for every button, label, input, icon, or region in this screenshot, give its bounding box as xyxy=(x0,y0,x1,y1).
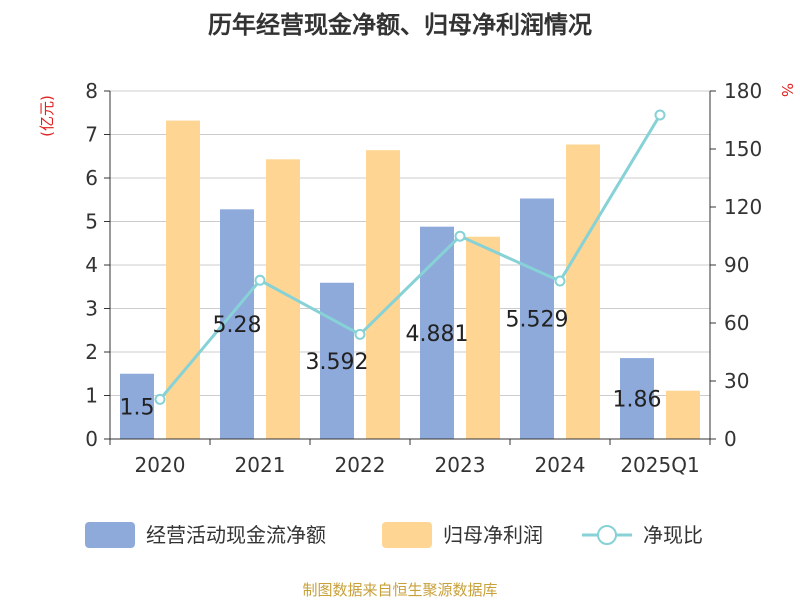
ratio-point[interactable] xyxy=(254,274,266,286)
x-axis-tick-label: 2025Q1 xyxy=(620,453,699,477)
legend-label-ratio: 净现比 xyxy=(643,523,703,547)
right-axis-tick-label: 150 xyxy=(724,137,762,161)
legend-item-ratio[interactable]: 净现比 xyxy=(582,523,703,547)
axes: 0 1 2 3 4 5 6 7 8 0 30 60 90 120 150 180 2020 2021 2022 202… xyxy=(85,79,762,477)
cash-flow-bar[interactable] xyxy=(520,198,554,439)
right-axis-tick-label: 90 xyxy=(724,253,749,277)
right-axis-tick-label: 60 xyxy=(724,311,749,335)
ratio-line-series xyxy=(154,109,666,405)
cash-flow-data-label: 1.86 xyxy=(613,388,662,413)
bar-data-labels: 1.5 5.28 3.592 4.881 5.529 1.86 xyxy=(120,308,662,421)
left-axis-tick-label: 7 xyxy=(85,123,98,147)
net-profit-bar[interactable] xyxy=(666,390,700,439)
legend-item-cash-flow[interactable]: 经营活动现金流净额 xyxy=(85,522,326,548)
cash-flow-bar[interactable] xyxy=(420,226,454,439)
right-axis-tick-label: 180 xyxy=(724,79,762,103)
left-axis-tick-label: 6 xyxy=(85,166,98,190)
cash-flow-bar[interactable] xyxy=(320,282,354,439)
ratio-point[interactable] xyxy=(654,109,666,121)
net-profit-bar[interactable] xyxy=(366,150,400,439)
x-axis-tick-label: 2024 xyxy=(535,453,586,477)
net-profit-bar[interactable] xyxy=(166,120,200,439)
x-axis-tick-label: 2020 xyxy=(135,453,186,477)
right-axis-tick-label: 0 xyxy=(724,427,737,451)
ratio-point[interactable] xyxy=(454,230,466,242)
cash-flow-bar[interactable] xyxy=(120,373,154,439)
cash-flow-data-label: 5.529 xyxy=(506,308,569,333)
left-axis-tick-label: 2 xyxy=(85,340,98,364)
legend-label-net-profit: 归母净利润 xyxy=(443,523,543,547)
ratio-point[interactable] xyxy=(354,328,366,340)
legend-swatch-cash-flow xyxy=(85,522,135,548)
cash-flow-data-label: 3.592 xyxy=(306,350,369,375)
footer-source: 制图数据来自恒生聚源数据库 xyxy=(302,581,497,599)
right-axis-unit: % xyxy=(778,83,796,97)
ratio-point[interactable] xyxy=(554,275,566,287)
cash-flow-bar[interactable] xyxy=(220,209,254,439)
gridlines xyxy=(110,90,710,396)
right-axis-tick-label: 120 xyxy=(724,195,762,219)
net-profit-bar[interactable] xyxy=(466,236,500,439)
ratio-point[interactable] xyxy=(154,393,166,405)
left-axis-tick-label: 4 xyxy=(85,253,98,277)
x-axis-tick-label: 2021 xyxy=(235,453,286,477)
cash-flow-data-label: 4.881 xyxy=(406,322,469,347)
ratio-line xyxy=(158,114,662,401)
legend-label-cash-flow: 经营活动现金流净额 xyxy=(146,523,326,547)
right-axis-tick-label: 30 xyxy=(724,369,749,393)
left-axis-tick-label: 5 xyxy=(85,210,98,234)
legend-item-net-profit[interactable]: 归母净利润 xyxy=(382,522,543,548)
left-axis-tick-label: 1 xyxy=(85,384,98,408)
cash-flow-bar[interactable] xyxy=(620,358,654,439)
net-profit-bar[interactable] xyxy=(566,144,600,439)
left-axis-tick-label: 0 xyxy=(85,427,98,451)
x-axis-tick-label: 2022 xyxy=(335,453,386,477)
left-axis-tick-label: 3 xyxy=(85,297,98,321)
legend-swatch-net-profit xyxy=(382,522,432,548)
cash-flow-data-label: 1.5 xyxy=(120,395,155,420)
cash-flow-data-label: 5.28 xyxy=(213,313,262,338)
left-axis-tick-label: 8 xyxy=(85,79,98,103)
left-axis-unit: (亿元) xyxy=(38,95,56,137)
legend-swatch-ratio-marker xyxy=(597,525,617,545)
x-axis-tick-label: 2023 xyxy=(435,453,486,477)
bars xyxy=(120,120,700,440)
legend: 经营活动现金流净额 归母净利润 净现比 xyxy=(85,522,703,548)
chart-title: 历年经营现金净额、归母净利润情况 xyxy=(208,11,592,39)
